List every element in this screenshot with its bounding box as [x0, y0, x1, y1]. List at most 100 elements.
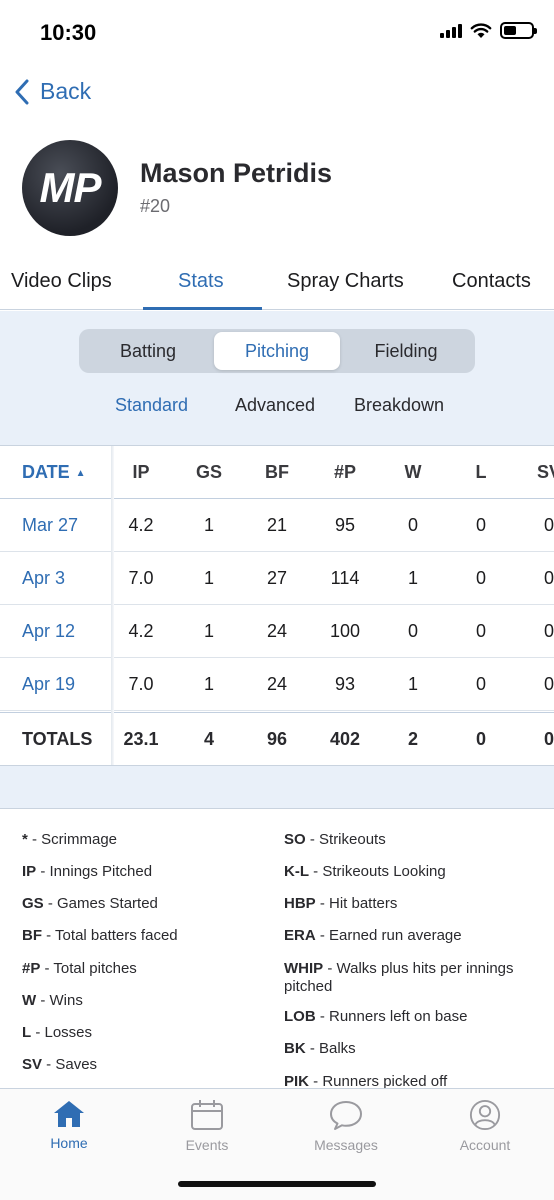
legend-item: ERA - Earned run average	[284, 927, 534, 945]
player-name: Mason Petridis	[140, 158, 333, 188]
cell-sv: 0	[543, 621, 554, 641]
back-label: Back	[40, 78, 92, 104]
cell-pitches: 95	[334, 515, 356, 535]
nav-events[interactable]: Events	[157, 1099, 257, 1153]
column-header-w[interactable]: W	[404, 462, 422, 482]
cell-ip: 7.0	[128, 674, 154, 694]
table-header-row: DATE▲ IP GS BF #P W L SV	[0, 446, 554, 499]
subtab-advanced[interactable]: Advanced	[235, 395, 316, 415]
battery-icon	[500, 22, 537, 39]
stats-legend: * - Scrimmage IP - Innings Pitched GS - Ga…	[0, 808, 554, 1088]
cell-pitches: 100	[329, 621, 361, 641]
chevron-left-icon	[15, 79, 29, 104]
nav-events-label: Events	[185, 1137, 229, 1153]
legend-abbreviation: PIK	[284, 1073, 310, 1088]
pitching-stats-table: DATE▲ IP GS BF #P W L SV Mar 27 4.2 1 21 95 0…	[0, 445, 554, 766]
tab-contacts[interactable]: Contacts	[452, 270, 531, 292]
cell-ip: 7.0	[128, 568, 154, 588]
legend-description: - Total pitches	[40, 960, 137, 977]
table-row: Mar 27 4.2 1 21 95 0 0 0	[0, 499, 554, 552]
cell-l: 0	[475, 515, 486, 535]
cell-w: 0	[407, 515, 418, 535]
legend-description: - Scrimmage	[27, 831, 118, 848]
game-date-link[interactable]: Mar 27	[22, 515, 79, 535]
legend-item: PIK - Runners picked off	[284, 1073, 534, 1088]
column-header-gs[interactable]: GS	[195, 462, 222, 482]
legend-item: W - Wins	[22, 992, 272, 1010]
cell-bf: 21	[266, 515, 288, 535]
cellular-signal-icon	[440, 23, 462, 38]
column-header-ip[interactable]: IP	[132, 462, 150, 482]
column-header-sv[interactable]: SV	[536, 462, 554, 482]
cell-gs: 1	[203, 515, 214, 535]
legend-abbreviation: W	[22, 992, 37, 1009]
legend-abbreviation: *	[22, 831, 28, 848]
legend-item: WHIP - Walks plus hits per innings pitch…	[284, 960, 534, 996]
status-icons	[440, 22, 537, 39]
legend-description: - Losses	[31, 1024, 93, 1041]
tab-stats[interactable]: Stats	[178, 270, 224, 292]
cell-pitches: 114	[330, 568, 360, 588]
sort-ascending-icon: ▲	[75, 468, 86, 479]
table-row: Apr 12 4.2 1 24 100 0 0 0	[0, 605, 554, 658]
legend-item: BK - Balks	[284, 1040, 534, 1058]
subtab-standard[interactable]: Standard	[115, 395, 189, 415]
legend-abbreviation: GS	[22, 895, 44, 912]
column-header-pitches[interactable]: #P	[333, 462, 357, 482]
nav-home-label: Home	[50, 1135, 88, 1151]
cell-gs: 1	[203, 568, 214, 588]
cell-sv: 0	[543, 674, 554, 694]
nav-account-label: Account	[459, 1137, 511, 1153]
column-header-bf[interactable]: BF	[265, 462, 289, 482]
tab-spray-charts[interactable]: Spray Charts	[287, 270, 404, 292]
wifi-icon	[470, 22, 492, 38]
legend-abbreviation: #P	[22, 960, 41, 977]
cell-l: 0	[475, 674, 486, 694]
legend-abbreviation: HBP	[284, 895, 316, 912]
legend-item: LOB - Runners left on base	[284, 1008, 534, 1026]
bottom-tab-bar: Home Events Messages Account	[0, 1088, 554, 1200]
nav-messages-label: Messages	[314, 1137, 378, 1153]
cell-l: 0	[475, 729, 486, 749]
cell-pitches: 402	[329, 729, 361, 749]
game-date-link[interactable]: Apr 3	[22, 568, 66, 588]
totals-label: TOTALS	[22, 729, 93, 749]
cell-ip: 4.2	[128, 515, 154, 535]
nav-account[interactable]: Account	[435, 1099, 535, 1153]
legend-item: BF - Total batters faced	[22, 927, 272, 945]
calendar-icon	[191, 1100, 223, 1130]
segment-fielding[interactable]: Fielding	[374, 341, 438, 361]
tab-video-clips[interactable]: Video Clips	[11, 270, 112, 292]
game-date-link[interactable]: Apr 19	[22, 674, 76, 694]
column-header-l[interactable]: L	[475, 462, 487, 482]
legend-description: - Runners left on base	[315, 1008, 468, 1025]
cell-bf: 24	[266, 674, 288, 694]
nav-messages[interactable]: Messages	[296, 1099, 396, 1153]
cell-gs: 1	[203, 674, 214, 694]
cell-pitches: 93	[334, 674, 356, 694]
game-date-link[interactable]: Apr 12	[22, 621, 76, 641]
segment-pitching[interactable]: Pitching	[214, 332, 340, 370]
subtab-breakdown[interactable]: Breakdown	[354, 395, 445, 415]
segment-batting[interactable]: Batting	[119, 341, 177, 361]
legend-description: - Saves	[42, 1056, 98, 1073]
main-tabs: Video Clips Stats Spray Charts Contacts	[0, 256, 554, 310]
chat-bubble-icon	[330, 1101, 362, 1130]
cell-l: 0	[475, 568, 486, 588]
legend-item: SO - Strikeouts	[284, 831, 534, 849]
cell-sv: 0	[543, 729, 554, 749]
legend-description: - Earned run average	[315, 927, 462, 944]
cell-l: 0	[475, 621, 486, 641]
legend-item: K-L - Strikeouts Looking	[284, 863, 534, 881]
nav-home[interactable]: Home	[19, 1099, 119, 1151]
cell-gs: 1	[203, 621, 214, 641]
legend-description: - Hit batters	[315, 895, 398, 912]
cell-w: 1	[407, 674, 418, 694]
player-number: #20	[140, 196, 171, 216]
column-header-date[interactable]: DATE ▲	[22, 462, 86, 482]
account-icon	[469, 1099, 501, 1131]
cell-gs: 4	[203, 729, 214, 749]
legend-abbreviation: LOB	[284, 1008, 316, 1025]
legend-description: - Balks	[305, 1040, 356, 1057]
back-button[interactable]: Back	[14, 78, 91, 105]
